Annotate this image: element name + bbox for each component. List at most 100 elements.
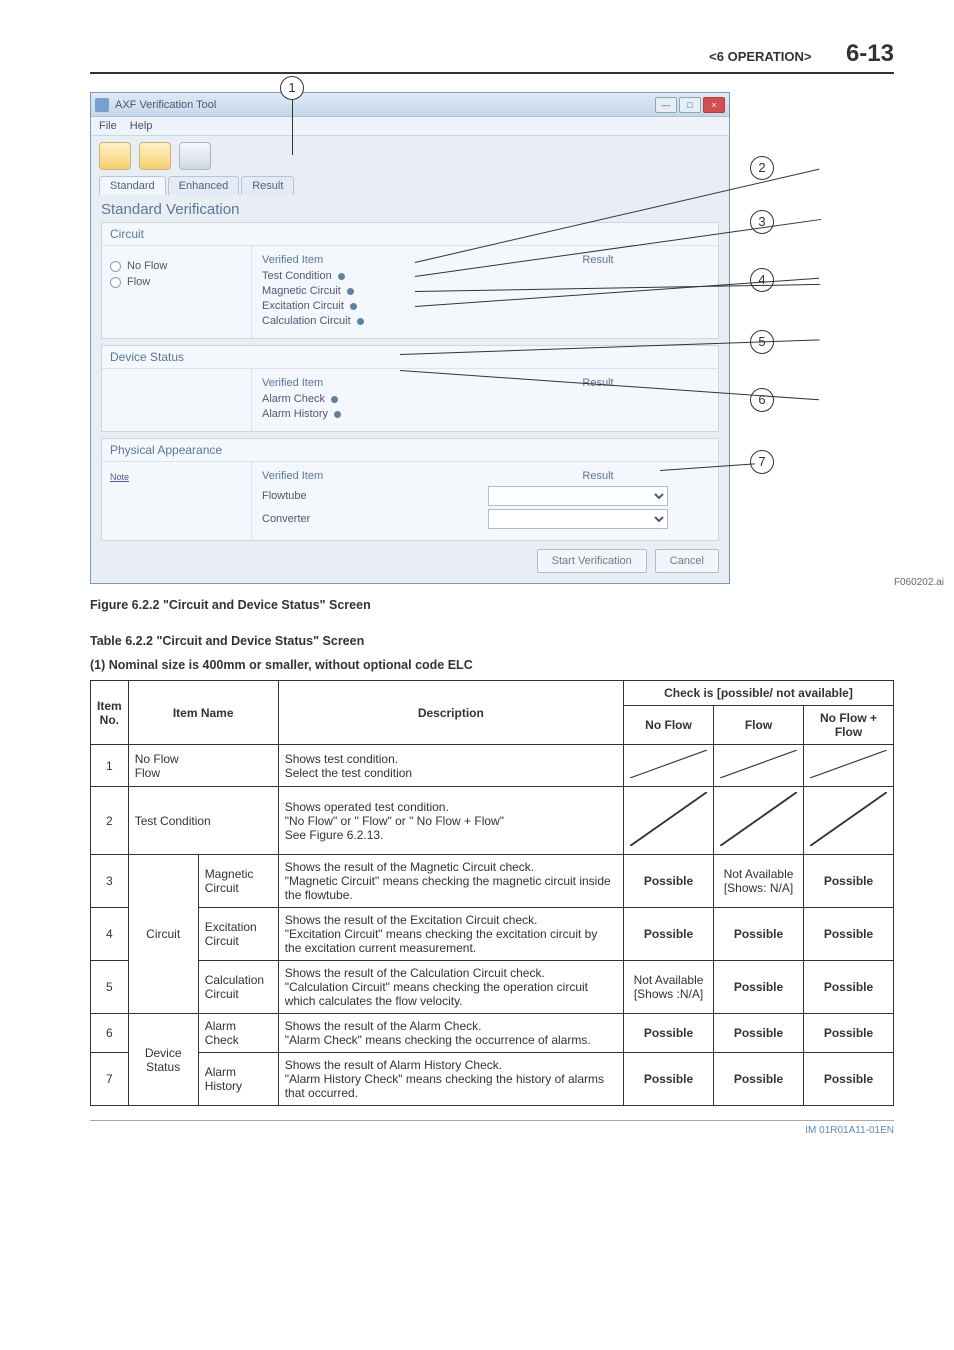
table-subtitle: (1) Nominal size is 400mm or smaller, wi… [90, 658, 894, 672]
printer-icon[interactable] [179, 142, 211, 170]
panel-circuit: Circuit No Flow Flow [101, 222, 719, 339]
callout-4: 4 [750, 268, 774, 292]
cell-fl: Possible [714, 1053, 804, 1106]
cell-item-name: No FlowFlow [128, 745, 278, 787]
radio-flow[interactable]: Flow [110, 276, 243, 288]
verified-item-calculation: Calculation Circuit [262, 315, 351, 327]
cell-description: Shows the result of Alarm History Check.… [278, 1053, 623, 1106]
cell-nf [624, 787, 714, 855]
cell-group-device-status: Device Status [128, 1014, 198, 1106]
menu-help[interactable]: Help [130, 120, 153, 132]
radio-no-flow[interactable]: No Flow [110, 260, 243, 272]
cell-nff: Possible [804, 855, 894, 908]
th-item-no: Item No. [91, 681, 129, 745]
th-flow: Flow [714, 706, 804, 745]
document-page: <6 OPERATION> 6-13 1 2 3 4 5 6 7 AXF Ver… [0, 0, 954, 1166]
panel-left-empty [102, 369, 252, 431]
cell-nf: Possible [624, 908, 714, 961]
verified-item-alarm-check: Alarm Check [262, 393, 325, 405]
cell-fl: Possible [714, 961, 804, 1014]
dot-icon [357, 318, 364, 325]
panel-left-flowmode: No Flow Flow [102, 246, 252, 338]
cell-description: Shows the result of the Excitation Circu… [278, 908, 623, 961]
cell-nff: Possible [804, 908, 894, 961]
minimize-button[interactable]: — [655, 97, 677, 113]
cell-nf: Possible [624, 1053, 714, 1106]
button-row: Start Verification Cancel [101, 549, 719, 573]
doc-id: IM 01R01A11-01EN [805, 1125, 894, 1136]
col-header-result: Result [488, 470, 708, 482]
table-row: 1 No FlowFlow Shows test condition.Selec… [91, 745, 894, 787]
maximize-button[interactable]: □ [679, 97, 701, 113]
verified-item-alarm-history: Alarm History [262, 408, 328, 420]
folder-save-icon[interactable] [139, 142, 171, 170]
radio-icon [110, 261, 121, 272]
start-verification-button[interactable]: Start Verification [537, 549, 647, 573]
table-row: 5 Calculation Circuit Shows the result o… [91, 961, 894, 1014]
cell-nf: Possible [624, 855, 714, 908]
tab-result[interactable]: Result [241, 176, 294, 195]
cell-item-no: 7 [91, 1053, 129, 1106]
cell-group-circuit: Circuit [128, 855, 198, 1014]
flowtube-select[interactable] [488, 486, 668, 506]
cell-nff [804, 787, 894, 855]
table-row: 2 Test Condition Shows operated test con… [91, 787, 894, 855]
cancel-button[interactable]: Cancel [655, 549, 719, 573]
folder-open-icon[interactable] [99, 142, 131, 170]
dot-icon [334, 411, 341, 418]
data-table: Item No. Item Name Description Check is … [90, 680, 894, 1106]
table-row: 6 Device Status Alarm Check Shows the re… [91, 1014, 894, 1053]
cell-item-name: Alarm History [198, 1053, 278, 1106]
cell-item-no: 3 [91, 855, 129, 908]
window-title: AXF Verification Tool [115, 99, 216, 111]
cell-description: Shows the result of the Magnetic Circuit… [278, 855, 623, 908]
radio-label: No Flow [127, 260, 167, 272]
cell-item-no: 4 [91, 908, 129, 961]
app-icon [95, 98, 109, 112]
callout-line [292, 100, 293, 155]
col-header-item: Verified Item [262, 254, 488, 266]
tab-enhanced[interactable]: Enhanced [168, 176, 240, 195]
note-link[interactable]: Note [110, 472, 129, 482]
cell-fl: Not Available[Shows: N/A] [714, 855, 804, 908]
cell-nff: Possible [804, 961, 894, 1014]
panel-appearance-head: Physical Appearance [102, 439, 718, 462]
figure-caption: Figure 6.2.2 "Circuit and Device Status"… [90, 598, 894, 612]
cell-item-no: 6 [91, 1014, 129, 1053]
panel-device-status: Device Status Verified Item Result Alarm… [101, 345, 719, 432]
panel-appearance-right: Verified Item Result Flowtube Converter [252, 462, 718, 540]
menu-file[interactable]: File [99, 120, 117, 132]
dot-icon [350, 303, 357, 310]
cell-item-name: Magnetic Circuit [198, 855, 278, 908]
cell-nf [624, 745, 714, 787]
cell-item-no: 2 [91, 787, 129, 855]
cell-item-name: Calculation Circuit [198, 961, 278, 1014]
th-check-group: Check is [possible/ not available] [624, 681, 894, 706]
converter-select[interactable] [488, 509, 668, 529]
panel-device-right: Verified Item Result Alarm Check Alarm H… [252, 369, 718, 431]
cell-nff [804, 745, 894, 787]
tab-standard[interactable]: Standard [99, 176, 166, 195]
figure-file-ref: F060202.ai [894, 577, 944, 588]
toolbar [91, 136, 729, 170]
cell-item-name: Alarm Check [198, 1014, 278, 1053]
section-label: <6 OPERATION> [709, 49, 811, 64]
verified-item-test-condition: Test Condition [262, 270, 332, 282]
th-item-name: Item Name [128, 681, 278, 745]
close-button[interactable]: × [703, 97, 725, 113]
cell-item-no: 1 [91, 745, 129, 787]
cell-description: Shows the result of the Calculation Circ… [278, 961, 623, 1014]
cell-item-name: Excitation Circuit [198, 908, 278, 961]
cell-fl: Possible [714, 1014, 804, 1053]
window-buttons: — □ × [655, 97, 725, 113]
th-no-flow: No Flow [624, 706, 714, 745]
page-header: <6 OPERATION> 6-13 [90, 40, 894, 74]
col-header-item: Verified Item [262, 470, 488, 482]
callout-1: 1 [280, 76, 304, 100]
cell-nff: Possible [804, 1014, 894, 1053]
panel-device-head: Device Status [102, 346, 718, 369]
cell-item-name: Test Condition [128, 787, 278, 855]
cell-nf: Not Available[Shows :N/A] [624, 961, 714, 1014]
dot-icon [347, 288, 354, 295]
tabs: Standard Enhanced Result [99, 176, 721, 195]
